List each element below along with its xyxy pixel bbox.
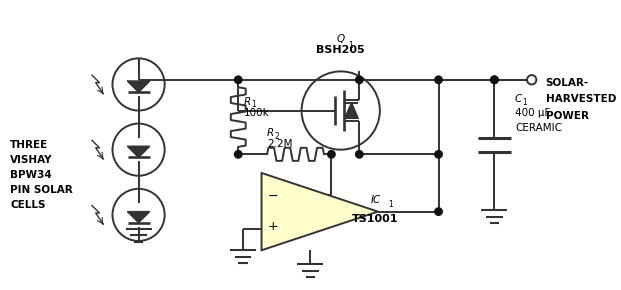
Polygon shape <box>345 103 358 118</box>
Circle shape <box>235 76 242 84</box>
Text: THREE: THREE <box>10 140 48 150</box>
Text: 100k: 100k <box>244 108 270 118</box>
Polygon shape <box>127 212 150 222</box>
Text: VISHAY: VISHAY <box>10 155 53 165</box>
Text: C: C <box>515 94 522 104</box>
Circle shape <box>491 76 498 84</box>
Text: R: R <box>267 128 274 137</box>
Circle shape <box>356 76 363 84</box>
Polygon shape <box>127 81 150 92</box>
Text: 1: 1 <box>389 200 393 209</box>
Polygon shape <box>261 173 378 250</box>
Text: 1: 1 <box>348 41 353 50</box>
Polygon shape <box>127 146 150 157</box>
Text: CELLS: CELLS <box>10 200 45 210</box>
Circle shape <box>356 151 363 158</box>
Text: POWER: POWER <box>546 111 589 121</box>
Text: Q: Q <box>337 35 345 44</box>
Text: PIN SOLAR: PIN SOLAR <box>10 185 73 195</box>
Text: BPW34: BPW34 <box>10 170 52 180</box>
Text: CERAMIC: CERAMIC <box>515 123 562 133</box>
Text: 1: 1 <box>522 98 527 107</box>
Circle shape <box>328 151 335 158</box>
Circle shape <box>235 151 242 158</box>
Circle shape <box>527 75 537 84</box>
Circle shape <box>435 76 442 84</box>
Text: IC: IC <box>370 195 381 205</box>
Text: HARVESTED: HARVESTED <box>546 94 616 104</box>
Text: 2: 2 <box>274 132 279 141</box>
Circle shape <box>435 151 442 158</box>
Text: +: + <box>268 220 278 233</box>
Circle shape <box>435 208 442 215</box>
Text: 1: 1 <box>252 100 256 109</box>
Text: SOLAR-: SOLAR- <box>546 78 589 88</box>
Text: 400 μF: 400 μF <box>515 108 550 118</box>
Text: R: R <box>244 97 251 106</box>
Text: 2.2M: 2.2M <box>267 139 292 149</box>
Circle shape <box>491 76 498 84</box>
Text: TS1001: TS1001 <box>352 214 399 224</box>
Text: −: − <box>268 190 278 203</box>
Text: BSH205: BSH205 <box>317 45 365 55</box>
